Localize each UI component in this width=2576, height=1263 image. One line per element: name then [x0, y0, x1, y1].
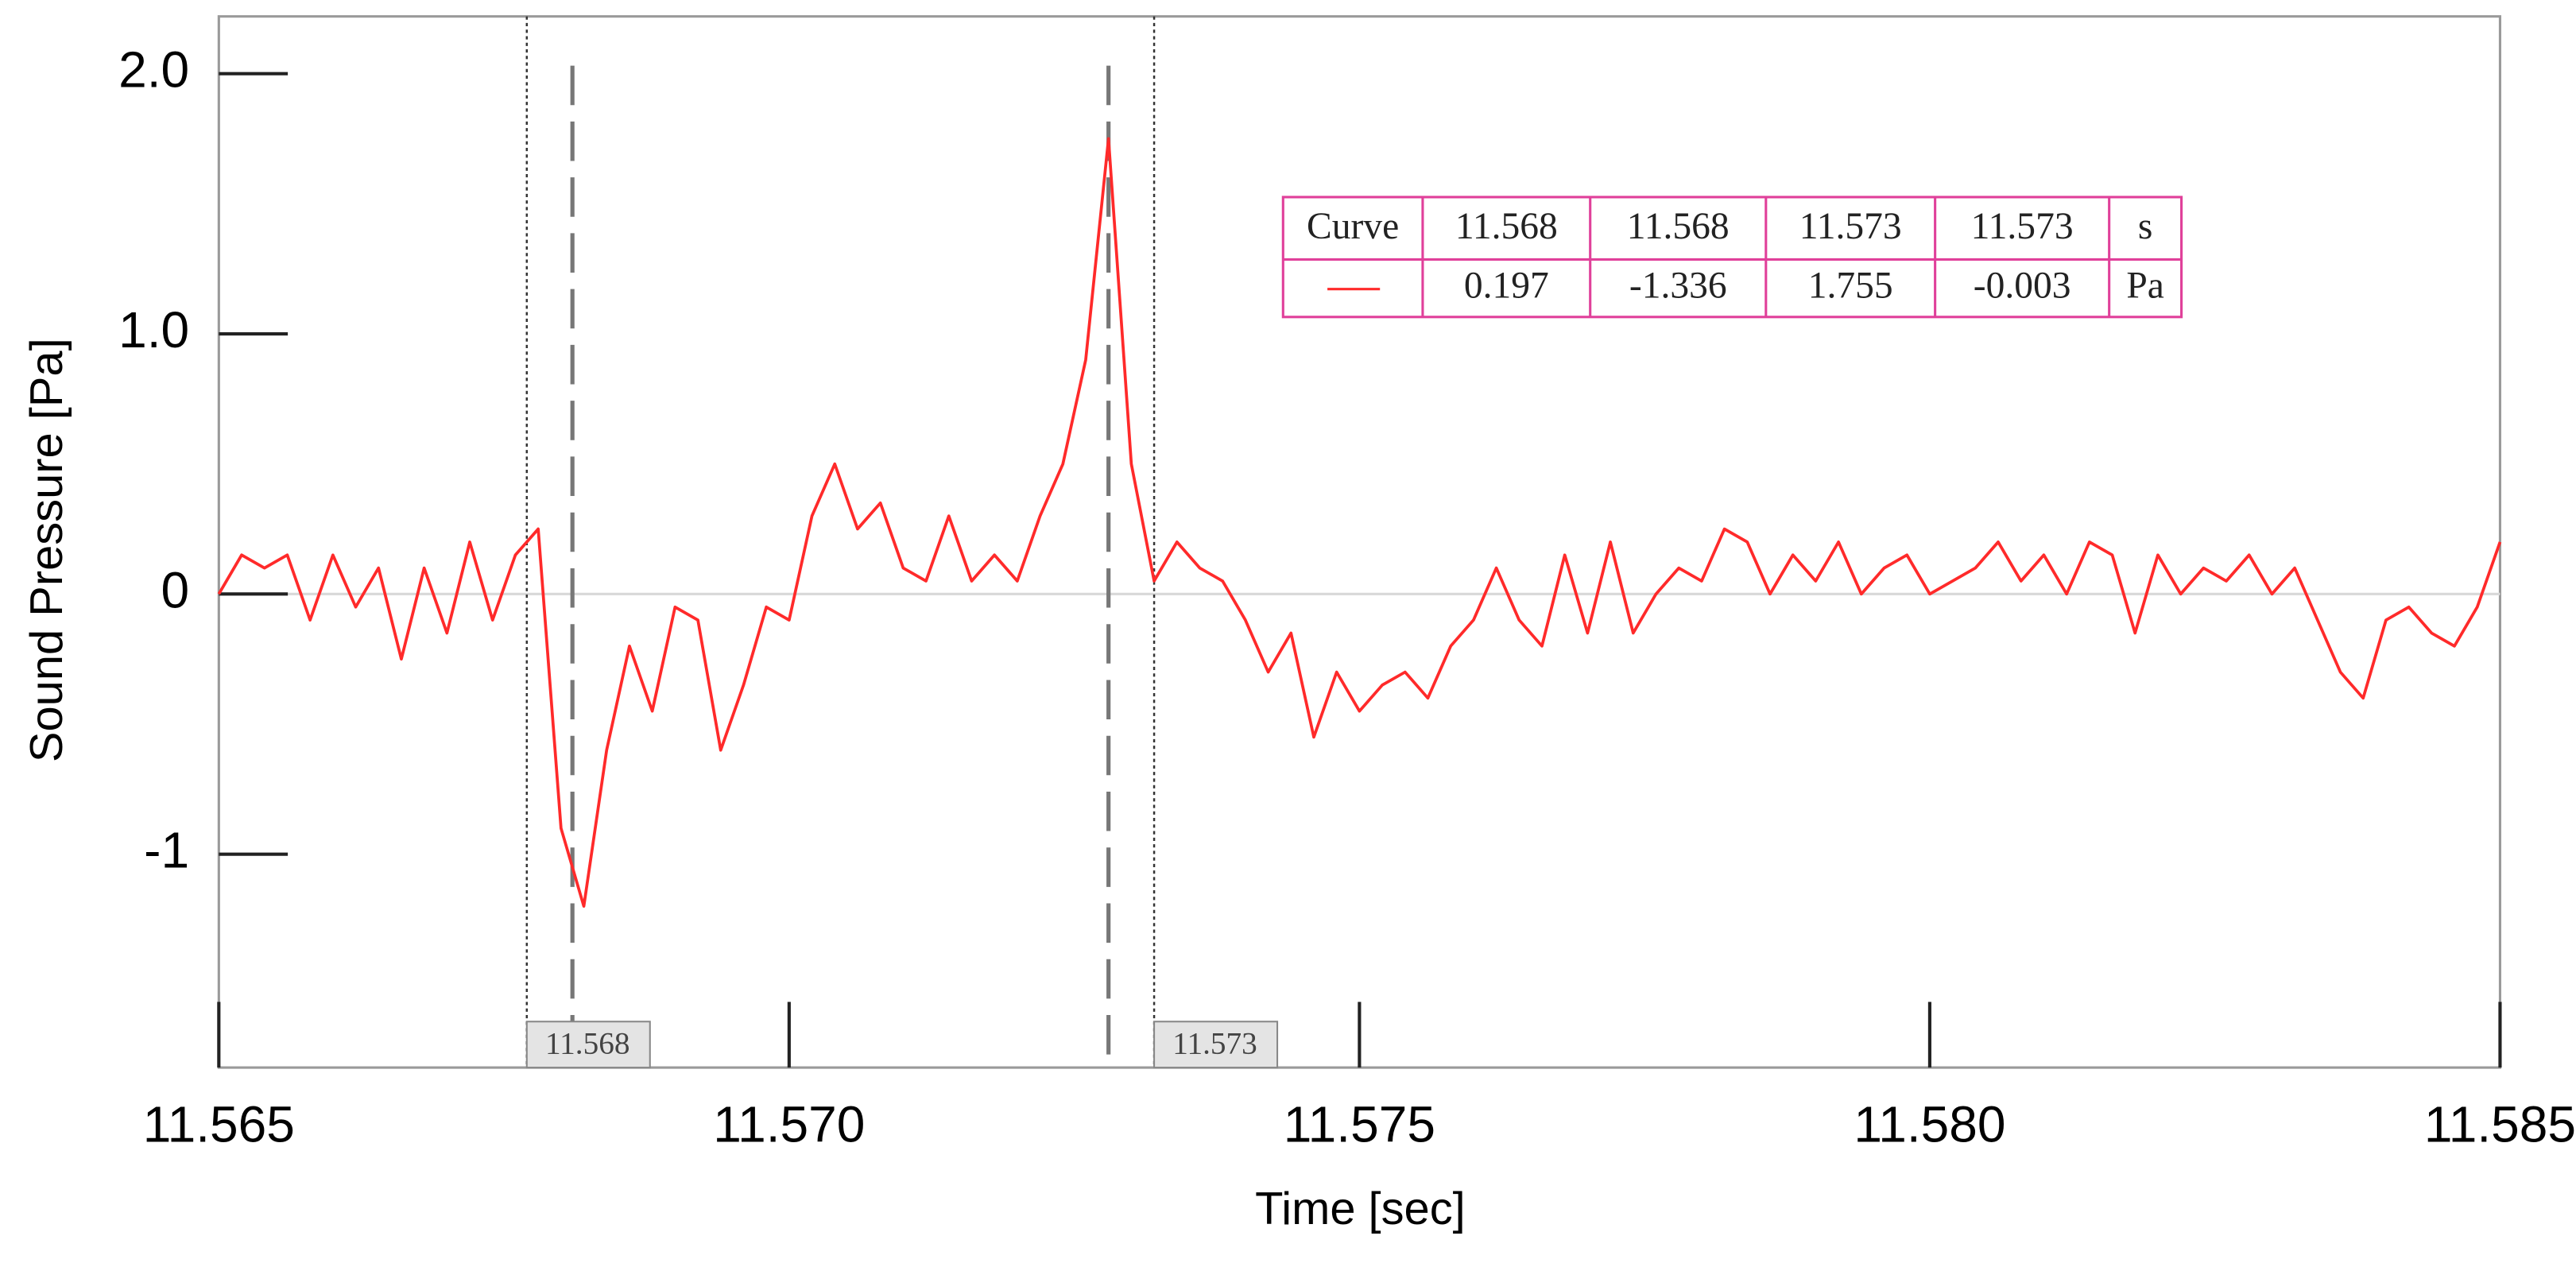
table-cell: Pa	[2126, 265, 2164, 307]
plot-frame	[217, 15, 2501, 1069]
table-cell: -1.336	[1629, 265, 1727, 307]
table-cell: Curve	[1307, 206, 1399, 247]
table-cell: 11.568	[1455, 206, 1558, 247]
y-axis-label: Sound Pressure [Pa]	[21, 338, 72, 762]
x-tick-label: 11.585	[2424, 1095, 2576, 1153]
y-tick-label: -1	[144, 822, 189, 879]
y-tick-label: 2.0	[118, 41, 189, 99]
table-cell: s	[2138, 206, 2153, 247]
cursor-label: 11.568	[545, 1026, 629, 1060]
table-cell: 11.573	[1799, 206, 1902, 247]
table-cell: 11.568	[1627, 206, 1730, 247]
table-cell: 0.197	[1464, 265, 1549, 307]
y-tick-label: 1.0	[118, 301, 189, 358]
x-tick-label: 11.570	[713, 1095, 865, 1153]
cursor-label-box	[1153, 1021, 1279, 1069]
x-axis-label: Time [sec]	[1255, 1184, 1466, 1234]
cursor-label-box	[525, 1021, 651, 1069]
data-line	[217, 137, 2502, 909]
cursor-label: 11.573	[1172, 1026, 1257, 1060]
x-tick-label: 11.565	[143, 1095, 295, 1153]
y-tick-label: 0	[161, 561, 190, 618]
x-tick-label: 11.580	[1854, 1095, 2005, 1153]
table-cell: -0.003	[1974, 265, 2071, 307]
x-tick-label: 11.575	[1284, 1095, 1435, 1153]
table-cell: 1.755	[1808, 265, 1893, 307]
table-cell: 11.573	[1971, 206, 2074, 247]
table-frame	[1281, 196, 2183, 319]
